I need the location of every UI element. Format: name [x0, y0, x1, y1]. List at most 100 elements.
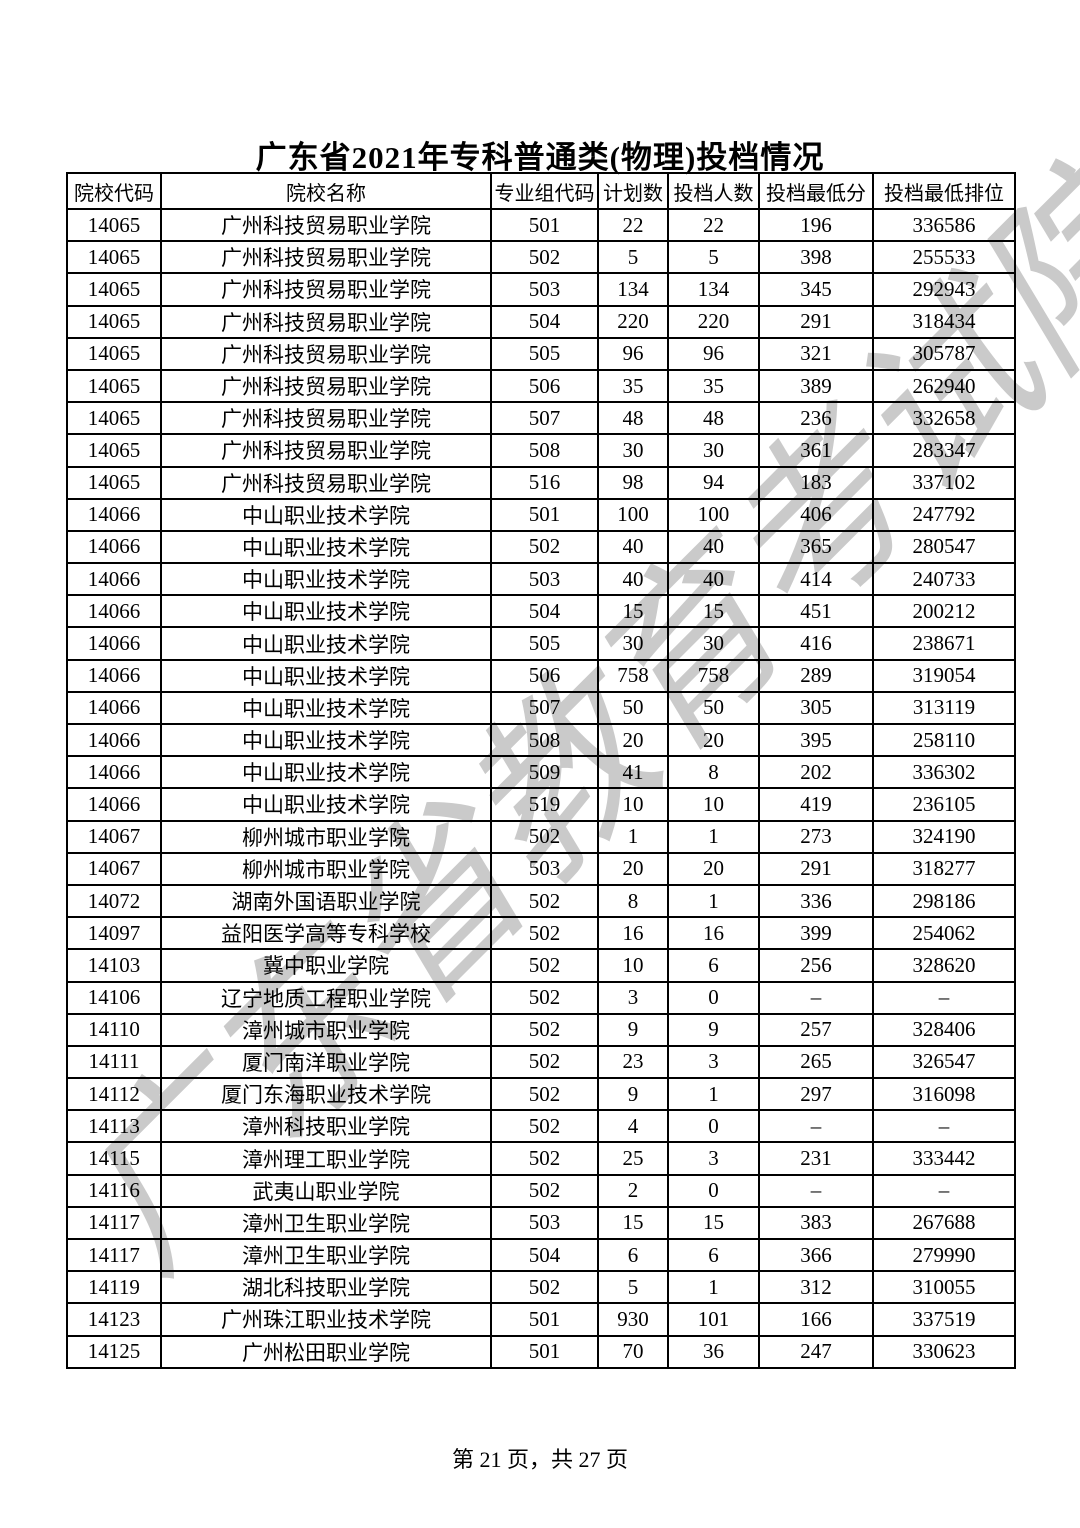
cell-plan-count: 70 [597, 1334, 669, 1369]
cell-plan-count: 30 [597, 433, 669, 468]
cell-min-rank: 328406 [872, 1012, 1016, 1047]
cell-min-score: 399 [758, 916, 874, 951]
cell-plan-count: 220 [597, 304, 669, 339]
cell-institution-name: 漳州卫生职业学院 [160, 1237, 492, 1273]
cell-min-rank: 333442 [872, 1141, 1016, 1176]
table-row: 14066 中山职业技术学院 507 50 50 305 313119 [66, 690, 1016, 726]
cell-institution-name: 中山职业技术学院 [160, 529, 492, 565]
cell-min-rank: 254062 [872, 916, 1016, 951]
cell-filed-count: 101 [667, 1302, 760, 1337]
cell-institution-name: 广州松田职业学院 [160, 1334, 492, 1369]
cell-institution-code: 14106 [66, 980, 162, 1015]
cell-institution-code: 14066 [66, 690, 162, 726]
cell-plan-count: 5 [597, 1270, 669, 1305]
cell-plan-count: 1 [597, 819, 669, 854]
cell-major-group-code: 502 [490, 1077, 599, 1112]
cell-institution-name: 广州科技贸易职业学院 [160, 207, 492, 243]
cell-institution-name: 柳州城市职业学院 [160, 819, 492, 854]
cell-min-score: 345 [758, 272, 874, 307]
cell-min-score: 291 [758, 304, 874, 339]
cell-filed-count: 20 [667, 722, 760, 758]
cell-plan-count: 10 [597, 948, 669, 983]
cell-min-rank: 305787 [872, 336, 1016, 371]
cell-institution-code: 14067 [66, 851, 162, 886]
cell-major-group-code: 505 [490, 626, 599, 661]
table-row: 14066 中山职业技术学院 502 40 40 365 280547 [66, 529, 1016, 565]
cell-plan-count: 134 [597, 272, 669, 307]
cell-min-score: 419 [758, 787, 874, 822]
cell-filed-count: 0 [667, 1173, 760, 1208]
cell-min-score: 398 [758, 240, 874, 275]
cell-filed-count: 3 [667, 1141, 760, 1176]
cell-plan-count: 2 [597, 1173, 669, 1208]
cell-filed-count: 15 [667, 594, 760, 629]
cell-filed-count: 15 [667, 1205, 760, 1241]
cell-min-score: 257 [758, 1012, 874, 1047]
cell-filed-count: 48 [667, 401, 760, 436]
header-major-group-code: 专业组代码 [490, 172, 599, 210]
cell-filed-count: 30 [667, 433, 760, 468]
cell-min-rank: 319054 [872, 658, 1016, 693]
cell-filed-count: 100 [667, 497, 760, 532]
cell-min-score: 321 [758, 336, 874, 371]
cell-filed-count: 3 [667, 1044, 760, 1080]
table-row: 14066 中山职业技术学院 506 758 758 289 319054 [66, 658, 1016, 693]
cell-min-rank: 255533 [872, 240, 1016, 275]
cell-major-group-code: 502 [490, 1109, 599, 1144]
cell-institution-name: 厦门南洋职业学院 [160, 1044, 492, 1080]
cell-plan-count: 25 [597, 1141, 669, 1176]
table-row: 14066 中山职业技术学院 508 20 20 395 258110 [66, 722, 1016, 758]
cell-institution-code: 14112 [66, 1077, 162, 1112]
cell-min-rank: 337102 [872, 465, 1016, 500]
cell-institution-code: 14065 [66, 304, 162, 339]
cell-plan-count: 16 [597, 916, 669, 951]
cell-major-group-code: 507 [490, 690, 599, 726]
cell-major-group-code: 504 [490, 1237, 599, 1273]
cell-institution-name: 漳州城市职业学院 [160, 1012, 492, 1047]
cell-min-rank: 336586 [872, 207, 1016, 243]
cell-institution-code: 14065 [66, 401, 162, 436]
admission-table: 院校代码 院校名称 专业组代码 计划数 投档人数 投档最低分 投档最低排位 14… [66, 172, 1016, 1369]
cell-min-rank: – [872, 980, 1016, 1015]
cell-min-rank: 326547 [872, 1044, 1016, 1080]
cell-min-rank: 240733 [872, 562, 1016, 597]
table-row: 14066 中山职业技术学院 501 100 100 406 247792 [66, 497, 1016, 532]
cell-filed-count: 1 [667, 883, 760, 919]
cell-plan-count: 3 [597, 980, 669, 1015]
cell-major-group-code: 505 [490, 336, 599, 371]
cell-filed-count: 10 [667, 787, 760, 822]
cell-plan-count: 758 [597, 658, 669, 693]
cell-min-score: 247 [758, 1334, 874, 1369]
cell-institution-name: 广州科技贸易职业学院 [160, 433, 492, 468]
cell-institution-name: 厦门东海职业技术学院 [160, 1077, 492, 1112]
cell-min-rank: 247792 [872, 497, 1016, 532]
cell-institution-name: 中山职业技术学院 [160, 497, 492, 532]
cell-min-score: 312 [758, 1270, 874, 1305]
table-row: 14066 中山职业技术学院 505 30 30 416 238671 [66, 626, 1016, 661]
table-row: 14072 湖南外国语职业学院 502 8 1 336 298186 [66, 883, 1016, 919]
cell-institution-name: 中山职业技术学院 [160, 722, 492, 758]
cell-plan-count: 9 [597, 1012, 669, 1047]
cell-min-score: 202 [758, 755, 874, 790]
cell-plan-count: 20 [597, 722, 669, 758]
cell-institution-code: 14072 [66, 883, 162, 919]
cell-major-group-code: 502 [490, 1141, 599, 1176]
cell-min-rank: 238671 [872, 626, 1016, 661]
cell-plan-count: 48 [597, 401, 669, 436]
table-row: 14065 广州科技贸易职业学院 507 48 48 236 332658 [66, 401, 1016, 436]
cell-institution-name: 益阳医学高等专科学校 [160, 916, 492, 951]
cell-min-rank: – [872, 1109, 1016, 1144]
cell-institution-code: 14066 [66, 658, 162, 693]
header-institution-code: 院校代码 [66, 172, 162, 210]
cell-major-group-code: 501 [490, 497, 599, 532]
cell-min-rank: 262940 [872, 368, 1016, 404]
cell-institution-name: 广州科技贸易职业学院 [160, 304, 492, 339]
cell-institution-code: 14066 [66, 626, 162, 661]
cell-min-rank: 236105 [872, 787, 1016, 822]
cell-min-rank: 318434 [872, 304, 1016, 339]
cell-institution-code: 14123 [66, 1302, 162, 1337]
cell-min-score: 416 [758, 626, 874, 661]
cell-institution-code: 14110 [66, 1012, 162, 1047]
cell-institution-code: 14065 [66, 207, 162, 243]
